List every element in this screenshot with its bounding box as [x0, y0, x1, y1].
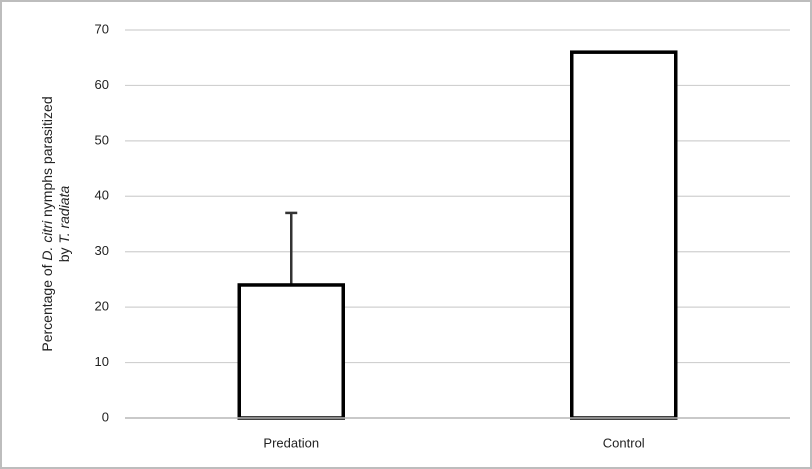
y-axis-label-part: nymphs parasitized: [39, 96, 55, 221]
y-tick-label: 0: [102, 409, 109, 424]
x-tick-label: Control: [603, 435, 645, 450]
y-tick-label: 30: [95, 243, 109, 258]
y-axis-label: by T. radiata: [56, 186, 72, 263]
x-tick-label: Predation: [263, 435, 319, 450]
bar: [237, 283, 345, 420]
y-tick-label: 10: [95, 354, 109, 369]
y-axis-label: Percentage of D. citri nymphs parasitize…: [39, 96, 55, 351]
y-tick-label: 40: [95, 188, 109, 203]
y-axis-label-part: T. radiata: [56, 186, 72, 244]
y-axis-label-part: Percentage of: [39, 261, 55, 352]
y-tick-label: 50: [95, 132, 109, 147]
y-axis-label-part: D. citri: [39, 220, 55, 261]
y-axis-label-part: by: [56, 244, 72, 263]
y-tick-label: 60: [95, 77, 109, 92]
y-tick-label: 70: [95, 21, 109, 36]
bar: [570, 50, 678, 420]
y-tick-label: 20: [95, 299, 109, 314]
